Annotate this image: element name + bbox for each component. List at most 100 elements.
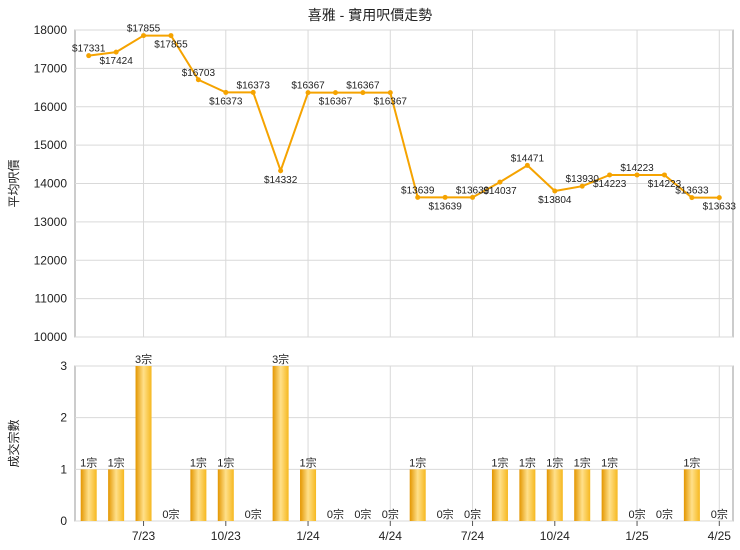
price-point [689,195,695,201]
chart-title: 喜雅 - 實用呎價走勢 [308,7,432,23]
price-data-label: $16373 [209,96,243,107]
transaction-bar [80,469,97,521]
price-data-label: $16373 [237,80,271,91]
y-tick-label: 1 [60,462,67,476]
bar-data-label: 0宗 [656,507,673,521]
x-tick-label: 10/23 [211,529,241,543]
price-point [470,194,476,200]
y-tick-label: 18000 [34,23,68,37]
x-tick-label: 4/24 [379,529,403,543]
price-point [415,194,421,200]
price-point [86,53,92,59]
transaction-bar [108,469,125,521]
price-point [305,90,311,96]
y-tick-label: 11000 [35,292,68,306]
bar-data-label: 0宗 [437,507,454,521]
bar-data-label: 1宗 [409,455,426,469]
price-data-label: $14037 [483,186,517,197]
bar-data-label: 1宗 [190,455,207,469]
transaction-bar [272,366,289,521]
transaction-bar [491,469,508,521]
price-data-label: $14223 [648,179,682,190]
transaction-bar [217,469,234,521]
price-data-label: $14223 [620,163,654,174]
y-tick-label: 17000 [34,61,68,75]
y-tick-label: 14000 [34,177,68,191]
price-point [442,194,448,200]
y-tick-label: 10000 [34,330,68,344]
transaction-bar [190,469,207,521]
price-data-label: $13639 [456,185,490,196]
bar-data-label: 1宗 [683,455,700,469]
bar-data-label: 1宗 [546,455,563,469]
price-point [607,172,613,178]
price-point [141,33,147,39]
transaction-bar [546,469,563,521]
price-data-label: $17855 [154,40,188,51]
bar-data-label: 1宗 [574,455,591,469]
price-data-label: $14332 [264,175,298,186]
bar-data-label: 0宗 [464,507,481,521]
price-point [168,33,174,39]
price-data-label: $16367 [374,97,408,108]
transaction-bar [135,366,152,521]
price-point [332,90,338,96]
transaction-bar [683,469,700,521]
price-data-label: $17424 [99,56,133,67]
transaction-bar [300,469,317,521]
price-data-label: $14471 [511,153,545,164]
y-tick-label: 3 [60,359,67,373]
price-data-label: $16367 [291,81,325,92]
price-point [634,172,640,178]
y-tick-label: 15000 [34,138,68,152]
price-data-label: $13633 [703,202,737,213]
y-tick-label: 16000 [34,100,68,114]
price-point [387,90,393,96]
bar-data-label: 1宗 [491,455,508,469]
x-tick-label: 1/25 [625,529,649,543]
x-tick-label: 4/25 [708,529,732,543]
bar-data-label: 0宗 [327,507,344,521]
price-data-label: $16367 [346,81,380,92]
price-point [524,162,530,168]
price-data-label: $13639 [401,185,435,196]
bar-data-label: 1宗 [80,455,97,469]
price-point [113,49,119,55]
x-tick-label: 10/24 [540,529,570,543]
price-point [716,195,722,201]
price-point [497,179,503,185]
bar-data-label: 1宗 [217,455,234,469]
price-point [250,89,256,95]
y-tick-label: 13000 [34,215,68,229]
bar-data-label: 3宗 [272,352,289,366]
y-tick-label: 12000 [34,253,68,267]
price-point [195,77,201,83]
bottom-plot-frame [74,365,734,522]
bar-data-label: 0宗 [245,507,262,521]
bar-data-label: 0宗 [382,507,399,521]
price-point [661,172,667,178]
x-tick-label: 7/24 [461,529,485,543]
bar-data-label: 3宗 [135,352,152,366]
price-point [278,168,284,174]
bar-data-label: 1宗 [299,455,316,469]
x-tick-label: 7/23 [132,529,156,543]
price-series-line [88,34,720,199]
transaction-bar [574,469,591,521]
price-data-label: $14223 [593,179,627,190]
bar-data-label: 0宗 [162,507,179,521]
top-y-axis-label: 平均呎價 [7,159,21,207]
price-line-plot: 10000 11000 12000 13000 14000 15000 16000 17000… [7,23,736,344]
price-point [360,90,366,96]
bottom-y-axis-label: 成交宗數 [6,419,21,467]
price-point [223,89,229,95]
price-data-label: $16703 [182,68,216,79]
transactions-bar-plot: 0 1 2 3 7/23 10/23 1/24 4/24 7/24 10/24 1/25 4/25 成交… [6,352,734,543]
x-tick-label: 1/24 [296,529,320,543]
price-data-label: $13639 [428,201,462,212]
y-tick-label: 2 [60,411,67,425]
price-data-label: $17331 [72,44,106,55]
bar-data-label: 1宗 [519,455,536,469]
price-data-label: $13930 [566,174,600,185]
